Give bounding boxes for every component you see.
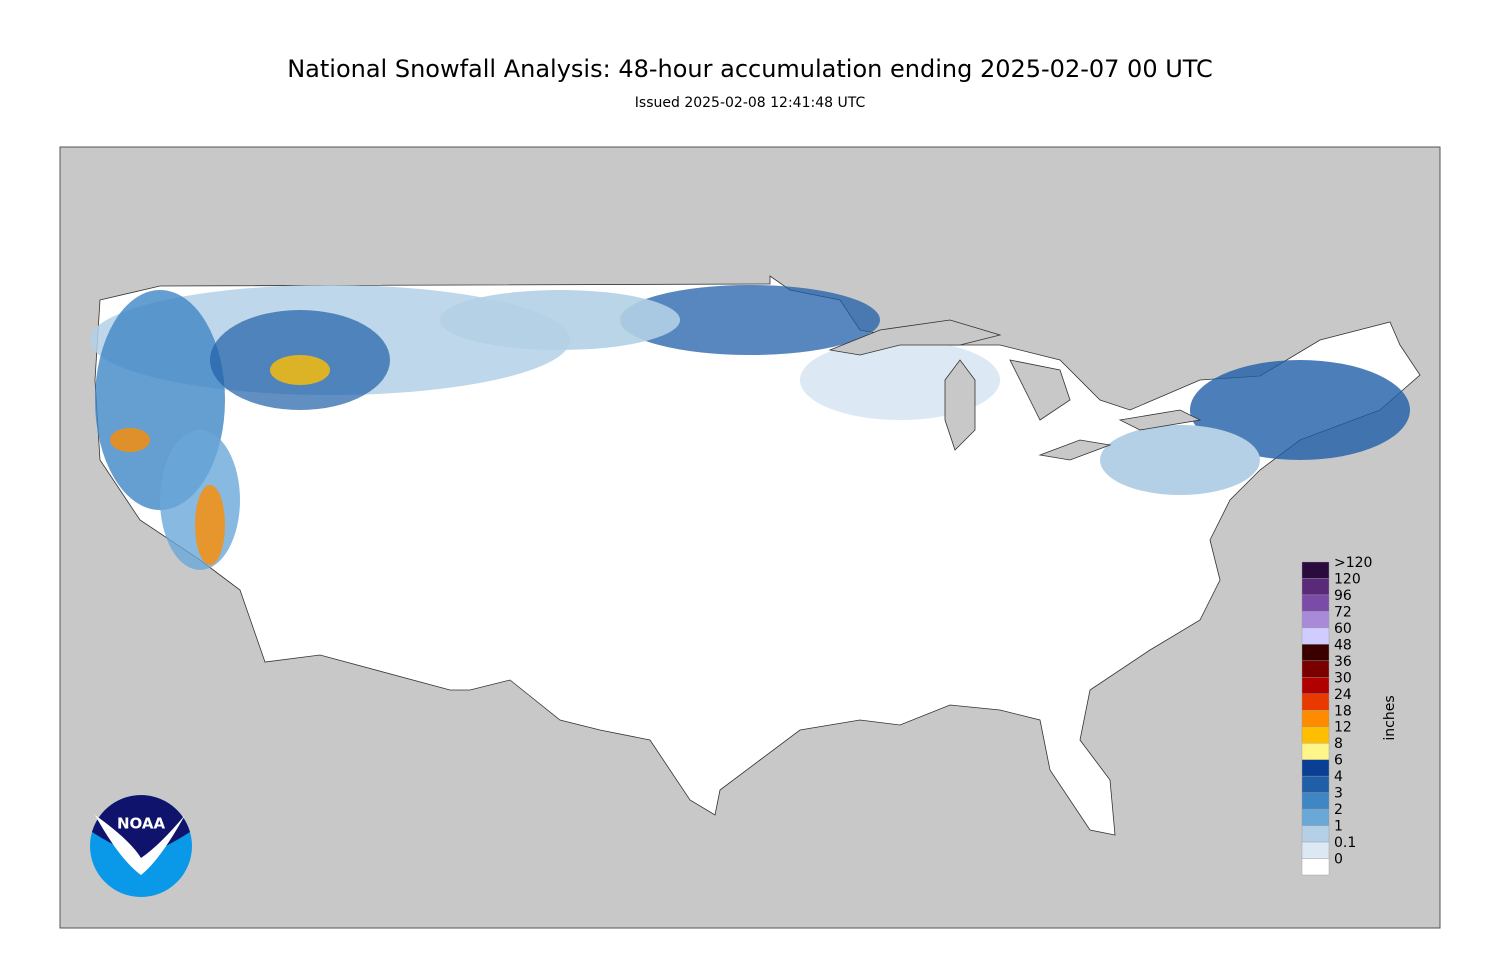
- legend-label: 2: [1334, 802, 1343, 818]
- title: National Snowfall Analysis: 48-hour accu…: [287, 55, 1213, 83]
- legend-label: 4: [1334, 769, 1343, 785]
- legend-swatch: [1301, 693, 1330, 711]
- legend-label: >120: [1334, 555, 1372, 571]
- legend-swatch: [1301, 775, 1330, 793]
- legend-swatch: [1301, 792, 1330, 810]
- legend-swatch: [1301, 710, 1330, 727]
- legend-label: 1: [1334, 819, 1343, 835]
- legend-swatch: [1301, 726, 1330, 744]
- noaa-logo: NOAA: [90, 795, 192, 897]
- great-lakes: [828, 319, 1202, 461]
- legend-label: 96: [1334, 588, 1352, 604]
- subtitle: Issued 2025-02-08 12:41:48 UTC: [635, 95, 866, 111]
- legend-swatch: [1301, 594, 1330, 612]
- legend-label: 120: [1334, 571, 1361, 587]
- legend-label: 18: [1334, 703, 1352, 719]
- snow-areas: [90, 285, 1410, 570]
- map: [59, 146, 1441, 929]
- legend-swatch: [1301, 677, 1330, 694]
- legend-swatch: [1301, 611, 1330, 629]
- legend-label: 0.1: [1334, 835, 1356, 851]
- legend-swatch: [1301, 660, 1330, 678]
- legend-swatch: [1301, 759, 1330, 777]
- legend-label: 24: [1334, 687, 1352, 703]
- legend-label: 60: [1334, 621, 1352, 637]
- legend-label: 48: [1334, 637, 1352, 653]
- legend-label: 30: [1334, 670, 1352, 686]
- legend-unit: inches: [1382, 695, 1398, 740]
- logo-text: NOAA: [117, 815, 166, 833]
- legend-swatch: [1301, 858, 1330, 876]
- legend-label: 6: [1334, 753, 1343, 769]
- legend-label: 12: [1334, 720, 1352, 736]
- legend-swatch: [1301, 578, 1330, 596]
- legend-swatch: [1301, 808, 1330, 826]
- legend-label: 72: [1334, 604, 1352, 620]
- legend-label: 36: [1334, 654, 1352, 670]
- legend-label: 3: [1334, 786, 1343, 802]
- legend-swatch: [1301, 825, 1330, 843]
- legend-label: 8: [1334, 736, 1343, 752]
- legend-label: 0: [1334, 852, 1343, 868]
- legend-swatch: [1301, 644, 1330, 662]
- color-legend: inches >1201209672604836302418128643210.…: [1301, 555, 1398, 876]
- legend-swatch: [1301, 743, 1330, 760]
- legend-swatch: [1301, 627, 1330, 645]
- legend-swatch: [1301, 561, 1330, 579]
- legend-swatch: [1301, 841, 1330, 859]
